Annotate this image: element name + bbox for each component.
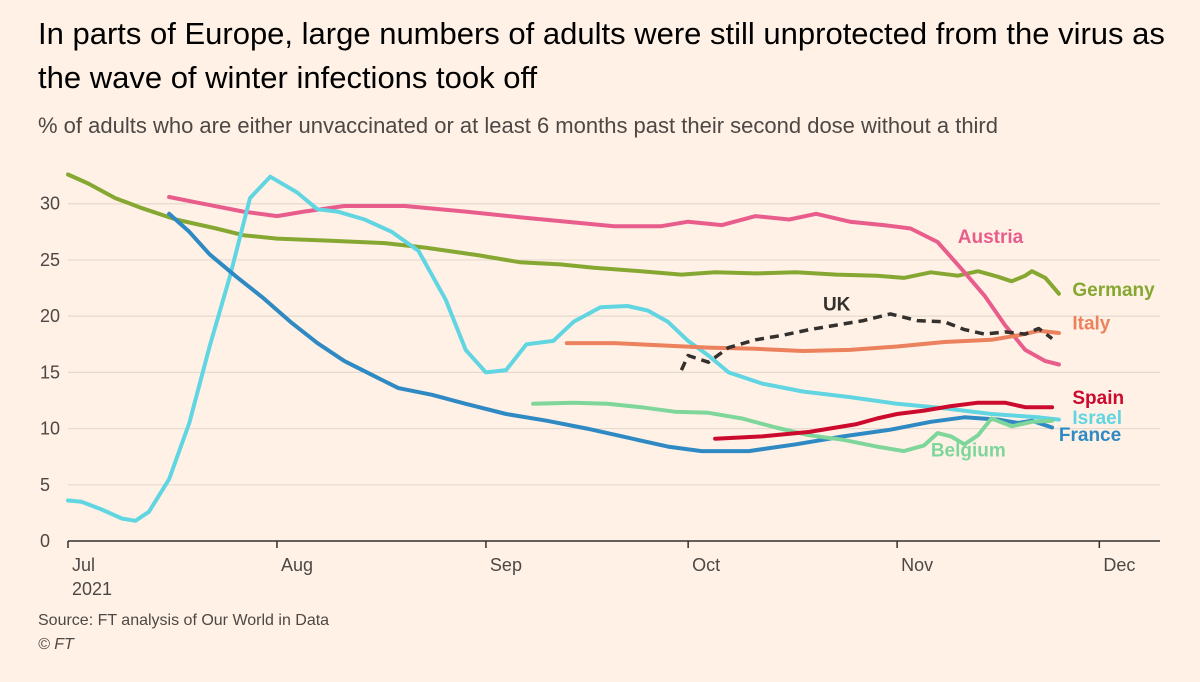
x-tick-label: Sep: [490, 555, 522, 575]
series-line-spain: [713, 400, 1055, 441]
y-tick-label: 15: [40, 362, 60, 382]
series-label-uk: UK: [823, 295, 851, 316]
y-tick-label: 25: [40, 250, 60, 270]
x-tick-label: Oct: [692, 555, 720, 575]
series-label-italy: Italy: [1072, 314, 1110, 335]
x-tick-sublabel: 2021: [72, 579, 112, 599]
chart-title: In parts of Europe, large numbers of adu…: [38, 16, 1165, 95]
series-line-israel: [66, 174, 1061, 523]
series-line-uk: [679, 312, 1054, 371]
x-tick-label: Aug: [281, 555, 313, 575]
y-axis-tick-labels: 0 5 10 15 20 25 30: [40, 194, 60, 551]
x-axis: Jul 2021 Aug Sep Oct Nov Dec: [67, 540, 1160, 599]
y-tick-label: 0: [40, 531, 50, 551]
series-label-israel: Israel: [1072, 408, 1122, 429]
series-label-belgium: Belgium: [931, 441, 1006, 462]
series-line-italy: [564, 328, 1061, 353]
series-label-austria: Austria: [958, 227, 1024, 248]
series-label-france: France: [1059, 425, 1121, 446]
x-tick-label: Dec: [1103, 555, 1135, 575]
series-lines: [66, 172, 1061, 523]
series-line-germany: [66, 172, 1061, 296]
series-line-france: [167, 211, 1055, 454]
grid-lines: [68, 203, 1160, 486]
x-tick-label: Nov: [901, 555, 933, 575]
copyright-note: © FT: [38, 636, 74, 653]
source-note: Source: FT analysis of Our World in Data: [38, 612, 330, 629]
x-tick-label: Jul: [72, 555, 95, 575]
y-tick-label: 20: [40, 306, 60, 326]
line-chart: 0 5 10 15 20 25 30 Jul 2021 Aug Sep Oct Nov Dec Aust…: [40, 172, 1160, 599]
series-line-belgium: [531, 400, 1055, 454]
y-tick-label: 10: [40, 419, 60, 439]
y-tick-label: 30: [40, 194, 60, 214]
series-label-spain: Spain: [1072, 388, 1124, 409]
chart-subtitle: % of adults who are either unvaccinated …: [38, 113, 998, 138]
series-line-austria: [167, 195, 1061, 367]
series-label-germany: Germany: [1072, 280, 1155, 301]
y-tick-label: 5: [40, 475, 50, 495]
